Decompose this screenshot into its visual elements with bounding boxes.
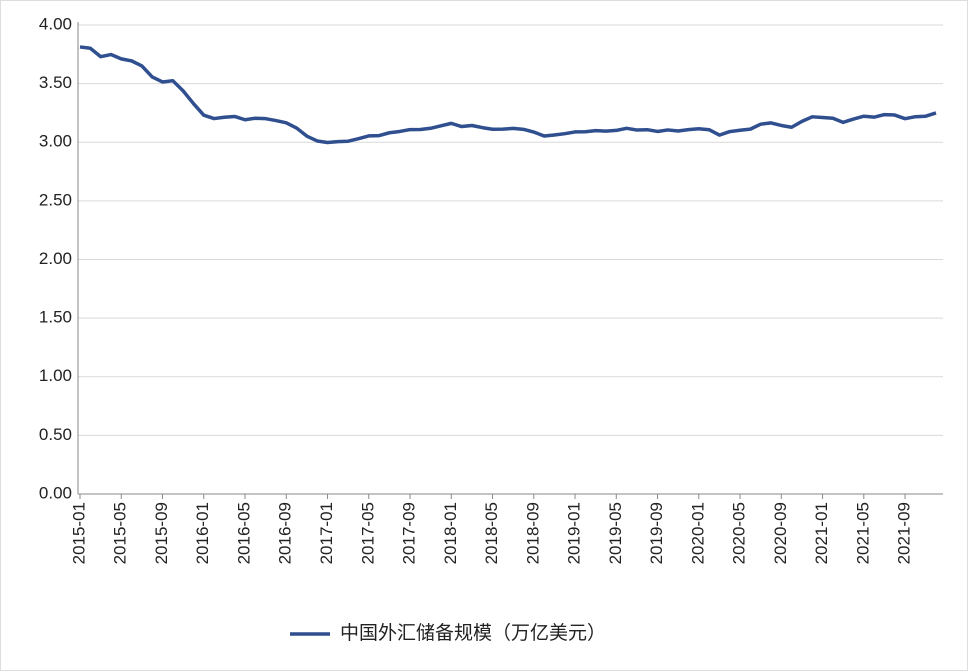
x-tick-label: 2018-05 — [482, 502, 501, 564]
x-tick-label: 2019-09 — [647, 502, 666, 564]
x-tick-label: 2020-05 — [730, 502, 749, 564]
x-tick-label: 2021-09 — [895, 502, 914, 564]
x-tick-label: 2020-09 — [771, 502, 790, 564]
x-tick-label: 2017-09 — [400, 502, 419, 564]
legend-label: 中国外汇储备规模（万亿美元） — [340, 622, 606, 644]
series-line — [79, 45, 937, 145]
x-tick-label: 2019-05 — [606, 502, 625, 564]
y-tick-label: 3.50 — [39, 73, 72, 92]
y-tick-label: 2.50 — [39, 190, 72, 209]
y-tick-label: 1.00 — [39, 366, 72, 385]
x-tick-label: 2017-01 — [317, 502, 336, 564]
x-tick-label: 2019-01 — [565, 502, 584, 564]
x-tick-label: 2021-05 — [853, 502, 872, 564]
x-tick-label: 2017-05 — [358, 502, 377, 564]
x-tick-label: 2015-09 — [152, 502, 171, 564]
x-tick-label: 2016-09 — [276, 502, 295, 564]
x-tick-label: 2016-01 — [193, 502, 212, 564]
y-tick-label: 3.00 — [39, 132, 72, 151]
x-tick-label: 2015-05 — [111, 502, 130, 564]
y-tick-label: 1.50 — [39, 308, 72, 327]
x-tick-label: 2015-01 — [69, 502, 88, 564]
y-tick-label: 0.50 — [39, 425, 72, 444]
x-tick-label: 2018-01 — [441, 502, 460, 564]
x-tick-label: 2021-01 — [812, 502, 831, 564]
y-tick-label: 0.00 — [39, 483, 72, 502]
y-tick-label: 4.00 — [39, 14, 72, 33]
y-tick-label: 2.00 — [39, 249, 72, 268]
x-tick-label: 2020-01 — [688, 502, 707, 564]
x-tick-label: 2016-05 — [234, 502, 253, 564]
x-tick-label: 2018-09 — [523, 502, 542, 564]
